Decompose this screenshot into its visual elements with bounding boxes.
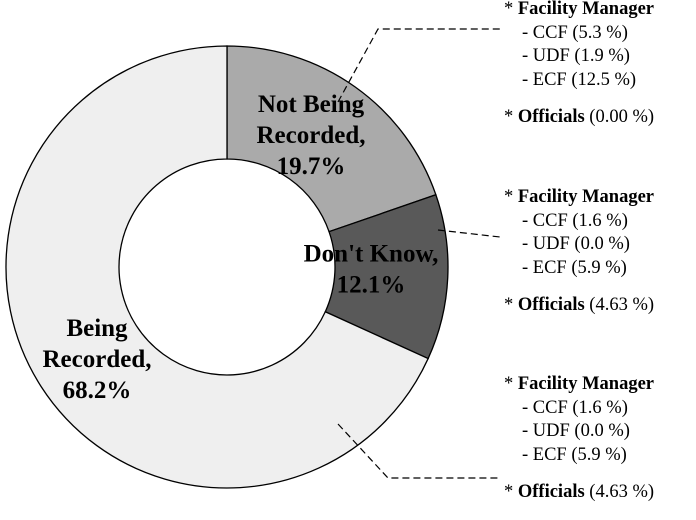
leader-line-being-recorded (337, 423, 500, 479)
annotation-officials: * Officials (4.63 %) (504, 482, 655, 502)
leader-line-dont-know (437, 229, 501, 238)
annotation-item-ecf: - ECF (12.5 %) (522, 69, 637, 90)
annotation-item-ecf: - ECF (5.9 %) (522, 257, 627, 278)
annotation-item-udf: - UDF (1.9 %) (522, 46, 630, 66)
slice-dont-know-label: Don't Know, 12.1% (304, 241, 439, 299)
annotation-officials: * Officials (4.63 %) (504, 295, 655, 315)
annotation-item-ccf: - CCF (1.6 %) (522, 210, 628, 231)
slice-not-being-recorded-label: Not Being Recorded, 19.7% (257, 91, 366, 180)
annotation-officials-label: Officials (517, 107, 585, 127)
annotation-dont-know: * Facility Manager - CCF (1.6 %) - UDF (… (504, 186, 654, 318)
annotation-officials-value: (0.00 %) (589, 107, 655, 127)
slice-not-being-recorded (226, 45, 437, 233)
leader-line-not-being-recorded (337, 28, 500, 103)
slice-being-recorded-label: Being Recorded, 68.2% (43, 315, 152, 404)
annotation-heading: Facility Manager (517, 0, 655, 19)
annotation-officials-value: (4.63 %) (589, 295, 655, 315)
annotation-item-ccf: - CCF (5.3 %) (522, 22, 628, 43)
annotation-not-being-recorded: * Facility Manager - CCF (5.3 %) - UDF (… (504, 0, 654, 130)
annotation-heading: Facility Manager (517, 374, 655, 394)
annotation-heading: Facility Manager (517, 187, 655, 207)
annotation-officials-label: Officials (517, 295, 585, 315)
annotation-being-recorded: * Facility Manager - CCF (1.6 %) - UDF (… (504, 373, 654, 505)
annotation-item-ccf: - CCF (1.6 %) (522, 397, 628, 418)
annotation-officials-value: (4.63 %) (589, 482, 655, 502)
annotation-item-udf: - UDF (0.0 %) (522, 421, 630, 441)
annotation-officials: * Officials (0.00 %) (504, 107, 655, 127)
slice-being-recorded (5, 45, 429, 489)
annotation-item-ecf: - ECF (5.9 %) (522, 444, 627, 465)
annotation-officials-label: Officials (517, 482, 585, 502)
annotation-item-udf: - UDF (0.0 %) (522, 234, 630, 254)
